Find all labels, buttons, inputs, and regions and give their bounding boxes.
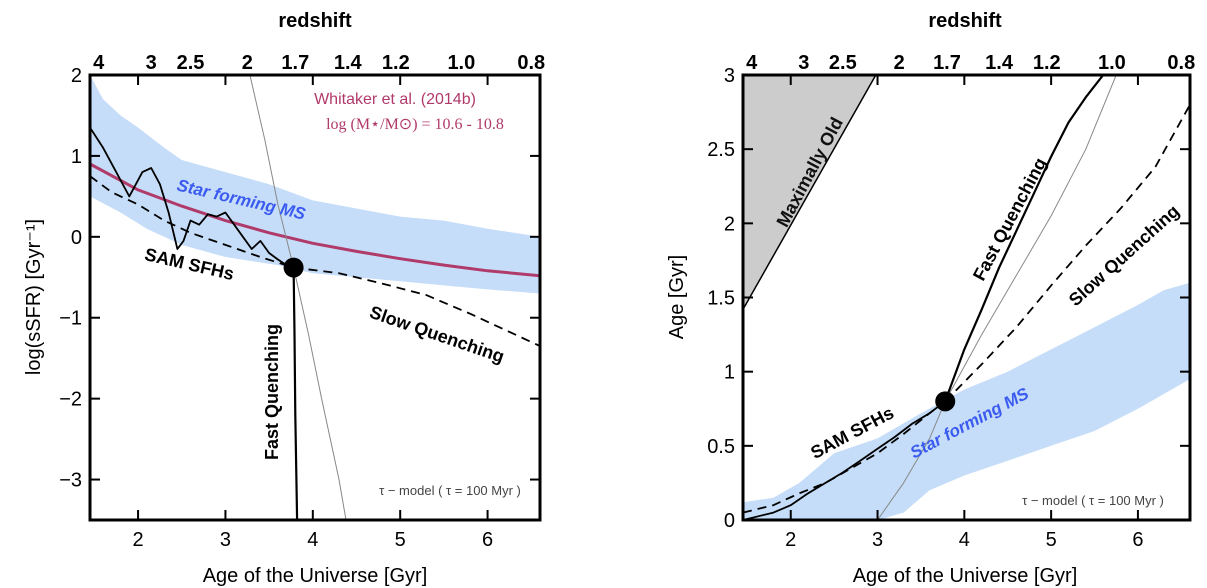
right-redshift-tick-label: 1.2 (1033, 52, 1061, 74)
right-chart: 2 3 4 5 600.511.522.534 3 2.5 2 1.7 1.4 1.2 1.0 0.8 … (666, 10, 1195, 587)
left-y-tick-label: −2 (59, 389, 82, 411)
left-tau-model-line (249, 75, 347, 520)
right-redshift-tick-label: 2.5 (829, 52, 857, 74)
right-redshift-tick-label: 1.7 (933, 52, 961, 74)
right-y-tick-label: 3 (724, 65, 735, 87)
left-redshift-tick-label: 1.0 (447, 52, 475, 74)
left-fast-quenching-line (292, 267, 299, 520)
right-redshift-tick-label: 1.4 (985, 52, 1014, 74)
right-tau-model-line (877, 75, 1117, 520)
maximally-old-region (743, 75, 877, 311)
left-y-axis-label: log(sSFR) [Gyr⁻¹] (23, 219, 45, 375)
left-y-tick-label: −1 (59, 308, 82, 330)
left-redshift-tick-label: 1.7 (281, 52, 309, 74)
right-redshift-tick-label: 1.0 (1098, 52, 1126, 74)
left-y-tick-label: −3 (59, 470, 82, 492)
left-redshift-tick-label: 4 (93, 52, 105, 74)
left-slow-quenching-line (293, 266, 540, 347)
whitaker-label: Whitaker et al. (2014b) (314, 91, 476, 108)
right-redshift-tick-label: 3 (798, 52, 809, 74)
left-x-tick-label: 3 (220, 529, 231, 551)
left-y-tick-label: 2 (71, 65, 82, 87)
left-redshift-tick-label: 0.8 (517, 52, 545, 74)
left-x-tick-label: 2 (132, 529, 143, 551)
right-x-tick-label: 3 (872, 529, 883, 551)
right-fast-label: Fast Quenching (969, 154, 1051, 283)
left-slow-label: Slow Quenching (367, 302, 507, 367)
right-y-axis-label: Age [Gyr] (666, 255, 688, 339)
right-x-axis-label: Age of the Universe [Gyr] (853, 565, 1078, 587)
right-top-axis-label: redshift (928, 10, 1002, 32)
right-y-tick-label: 2.5 (707, 139, 735, 161)
left-redshift-tick-label: 2.5 (177, 52, 205, 74)
right-x-tick-label: 4 (959, 529, 970, 551)
right-y-tick-label: 0 (724, 510, 735, 532)
left-top-axis-label: redshift (278, 10, 352, 32)
right-x-tick-label: 2 (785, 529, 796, 551)
right-x-tick-label: 5 (1046, 529, 1057, 551)
left-x-tick-label: 4 (307, 529, 318, 551)
right-quench-point (935, 391, 956, 412)
left-redshift-tick-label: 1.4 (334, 52, 363, 74)
left-quench-point (283, 257, 304, 278)
left-x-axis-label: Age of the Universe [Gyr] (203, 565, 428, 587)
right-y-tick-label: 1.5 (707, 288, 735, 310)
left-tau-label: τ − model ( τ = 100 Myr ) (379, 483, 521, 498)
right-ms-scatter-band (743, 282, 1190, 520)
right-y-tick-label: 0.5 (707, 436, 735, 458)
left-fast-label: Fast Quenching (262, 324, 282, 460)
right-tau-label: τ − model ( τ = 100 Myr ) (1022, 493, 1164, 508)
left-sam-sfh-line (90, 127, 294, 269)
left-ms-relation-line (90, 162, 540, 278)
left-x-tick-label: 5 (395, 529, 406, 551)
right-fast-quenching-line (944, 75, 1105, 402)
right-x-tick-label: 6 (1132, 529, 1143, 551)
right-redshift-tick-label: 0.8 (1167, 52, 1195, 74)
left-redshift-tick-label: 1.2 (382, 52, 410, 74)
left-plot-frame (88, 73, 542, 522)
left-redshift-tick-label: 3 (146, 52, 157, 74)
left-x-tick-label: 6 (482, 529, 493, 551)
right-sam-sfh-line (743, 400, 946, 520)
right-slow-quenching-line (944, 104, 1190, 402)
right-redshift-tick-label: 4 (746, 52, 758, 74)
left-y-tick-label: 1 (71, 146, 82, 168)
right-redshift-tick-label: 2 (894, 52, 905, 74)
right-y-tick-label: 2 (724, 213, 735, 235)
mass-range-label: log (M⋆/M⊙) = 10.6 - 10.8 (326, 116, 504, 133)
right-y-tick-label: 1 (724, 362, 735, 384)
left-redshift-tick-label: 2 (242, 52, 253, 74)
right-sam-sfh-dashed-line (743, 400, 946, 514)
left-y-tick-label: 0 (71, 227, 82, 249)
left-ms-scatter-band (90, 75, 540, 294)
left-sam-sfh-dashed-line (90, 175, 294, 269)
